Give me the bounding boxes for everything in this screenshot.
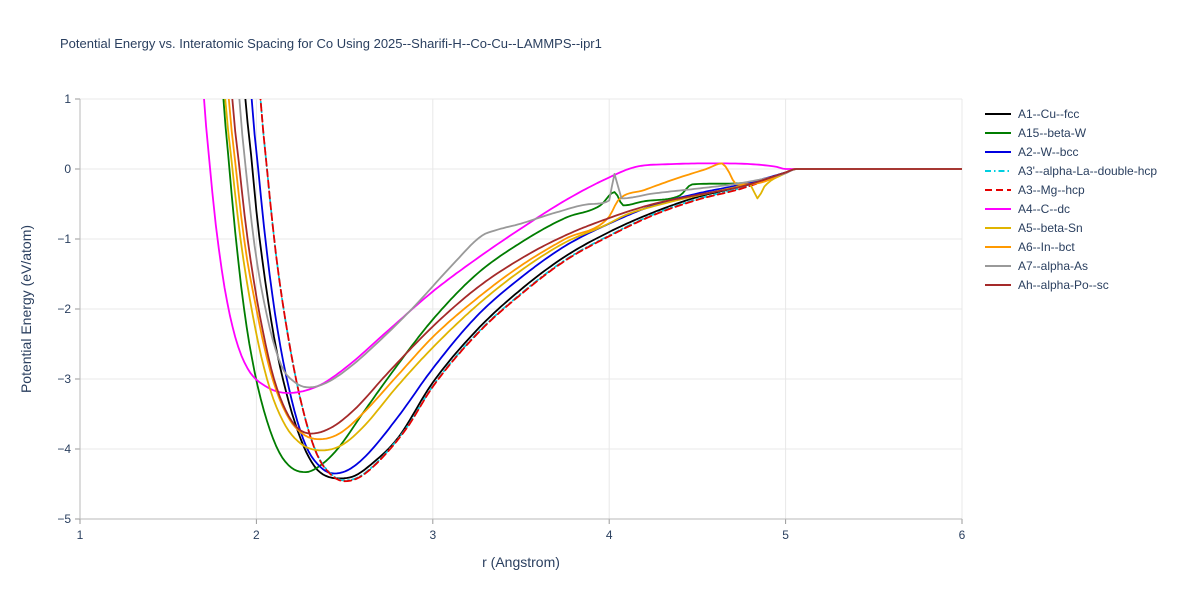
series-layer xyxy=(203,99,962,483)
y-tick-label: −3 xyxy=(57,372,71,386)
y-tick-label: 1 xyxy=(64,92,71,106)
legend-label: Ah--alpha-Po--sc xyxy=(1018,277,1109,292)
legend-label: A2--W--bcc xyxy=(1018,144,1079,159)
legend-label: A6--In--bct xyxy=(1018,239,1075,254)
legend-line-swatch xyxy=(985,188,1011,191)
x-tick-label: 5 xyxy=(782,528,789,542)
x-tick-label: 6 xyxy=(959,528,966,542)
x-tick-label: 4 xyxy=(606,528,613,542)
legend-line-swatch xyxy=(985,169,1011,172)
series-line xyxy=(203,99,962,394)
series-line xyxy=(238,99,962,389)
x-tick-label: 1 xyxy=(77,528,84,542)
series-line xyxy=(227,99,962,441)
series-line xyxy=(231,99,962,435)
legend-line-swatch xyxy=(985,245,1011,248)
series-line xyxy=(222,99,962,473)
legend-item[interactable]: A2--W--bcc xyxy=(985,142,1157,161)
series-line xyxy=(259,99,962,483)
legend-line-swatch xyxy=(985,226,1011,229)
series-line xyxy=(259,99,962,482)
grid-layer: 1 2 3 4 5 6 −5 −4 −3 −2 −1 0 1 xyxy=(57,92,965,542)
series-line xyxy=(250,99,962,475)
legend-item[interactable]: A7--alpha-As xyxy=(985,256,1157,275)
legend-item[interactable]: Ah--alpha-Po--sc xyxy=(985,275,1157,294)
legend-line-swatch xyxy=(985,283,1011,286)
legend-item[interactable]: A5--beta-Sn xyxy=(985,218,1157,237)
x-tick-label: 3 xyxy=(429,528,436,542)
legend-line-swatch xyxy=(985,207,1011,210)
y-tick-label: −4 xyxy=(57,442,71,456)
legend: A1--Cu--fcc A15--beta-W A2--W--bcc A3'--alp… xyxy=(985,104,1157,294)
y-tick-label: −1 xyxy=(57,232,71,246)
legend-item[interactable]: A15--beta-W xyxy=(985,123,1157,142)
chart-title: Potential Energy vs. Interatomic Spacing… xyxy=(60,36,602,51)
legend-label: A3'--alpha-La--double-hcp xyxy=(1018,163,1158,178)
legend-line-swatch xyxy=(985,131,1011,134)
legend-line-swatch xyxy=(985,264,1011,267)
y-tick-label: −5 xyxy=(57,512,71,526)
legend-label: A7--alpha-As xyxy=(1018,258,1089,273)
x-tick-label: 2 xyxy=(253,528,260,542)
y-tick-label: 0 xyxy=(64,162,71,176)
legend-label: A4--C--dc xyxy=(1018,201,1071,216)
legend-line-swatch xyxy=(985,150,1011,153)
legend-item[interactable]: A6--In--bct xyxy=(985,237,1157,256)
legend-item[interactable]: A4--C--dc xyxy=(985,199,1157,218)
legend-line-swatch xyxy=(985,112,1011,115)
y-tick-label: −2 xyxy=(57,302,71,316)
x-axis-label: r (Angstrom) xyxy=(482,554,560,570)
legend-label: A15--beta-W xyxy=(1018,125,1087,140)
legend-item[interactable]: A3'--alpha-La--double-hcp xyxy=(985,161,1157,180)
legend-label: A1--Cu--fcc xyxy=(1018,106,1080,121)
y-axis-label: Potential Energy (eV/atom) xyxy=(18,224,34,394)
legend-label: A5--beta-Sn xyxy=(1018,220,1083,235)
legend-item[interactable]: A3--Mg--hcp xyxy=(985,180,1157,199)
legend-label: A3--Mg--hcp xyxy=(1018,182,1085,197)
legend-item[interactable]: A1--Cu--fcc xyxy=(985,104,1157,123)
